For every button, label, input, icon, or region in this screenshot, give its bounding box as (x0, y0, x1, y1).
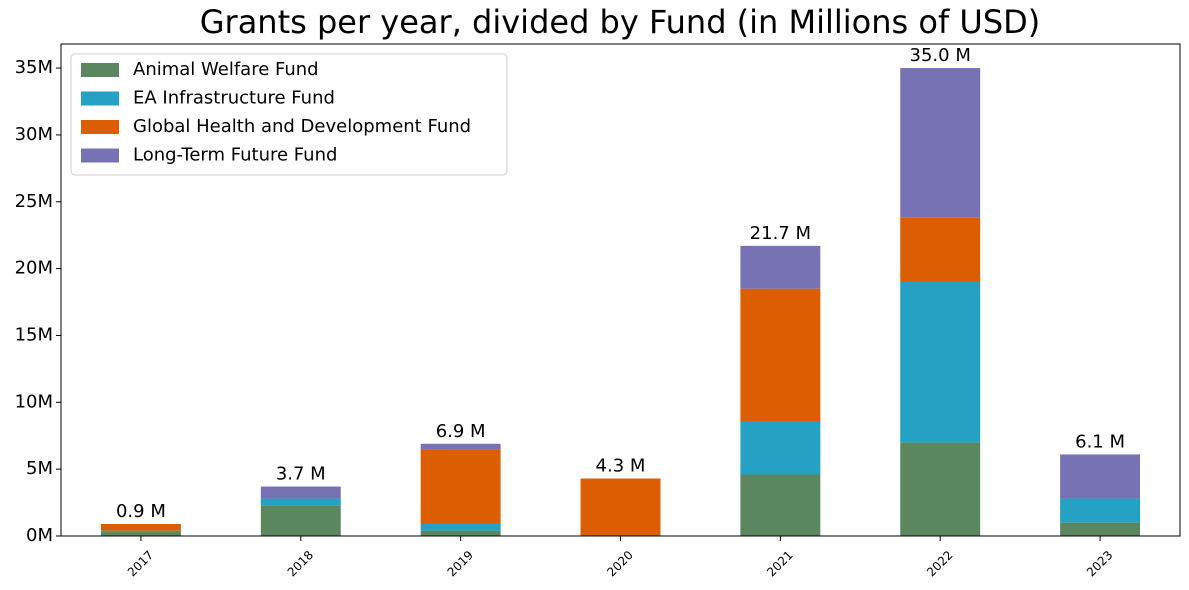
x-tick-group: 2020 (604, 548, 635, 579)
total-label: 3.7 M (276, 464, 326, 485)
bar-segment (260, 498, 341, 506)
legend-swatch (81, 91, 119, 106)
bar-segment (1060, 522, 1141, 536)
x-tick-group: 2022 (924, 548, 955, 579)
y-tick-label: 0M (26, 525, 53, 546)
bar-segment (260, 486, 341, 499)
y-tick-label: 10M (15, 391, 53, 412)
bar-segment (900, 68, 981, 218)
bar-segment (1060, 454, 1141, 499)
total-label: 21.7 M (750, 223, 811, 244)
y-tick-label: 25M (15, 191, 53, 212)
x-tick-label: 2019 (445, 548, 476, 579)
total-label: 4.3 M (596, 456, 646, 477)
y-tick-label: 5M (26, 458, 53, 479)
bar-segment (420, 523, 501, 531)
x-tick-group: 2023 (1084, 548, 1115, 579)
chart-title: Grants per year, divided by Fund (in Mil… (200, 3, 1041, 41)
legend-swatch (81, 120, 119, 134)
bar-segment (420, 449, 501, 524)
y-tick-label: 15M (15, 324, 53, 345)
bar-segment (740, 421, 821, 475)
x-tick-label: 2021 (764, 548, 795, 579)
bar-segment (740, 288, 821, 422)
x-tick-label: 2020 (604, 548, 635, 579)
x-tick-label: 2017 (125, 548, 156, 579)
bar-segment (100, 523, 181, 531)
x-tick-group: 2021 (764, 548, 795, 579)
bar-segment (900, 217, 981, 282)
x-tick-label: 2023 (1084, 548, 1115, 579)
legend-label: EA Infrastructure Fund (133, 88, 335, 109)
x-tick-group: 2018 (285, 548, 316, 579)
bar-segment (100, 531, 181, 536)
legend-label: Animal Welfare Fund (133, 59, 319, 80)
bar-segment (740, 245, 821, 289)
bar-segment (900, 281, 981, 443)
bar-segment (900, 442, 981, 536)
bar-segment (100, 530, 181, 532)
bar-segment (740, 474, 821, 536)
y-tick-label: 35M (15, 57, 53, 78)
bar-segment (420, 443, 501, 450)
total-label: 6.1 M (1075, 431, 1125, 452)
x-tick-label: 2018 (285, 548, 316, 579)
plot-frame (60, 43, 1181, 537)
y-tick-label: 20M (15, 258, 53, 279)
y-tick-label: 30M (15, 124, 53, 145)
legend-swatch (81, 63, 119, 77)
total-label: 0.9 M (116, 501, 166, 522)
x-tick-group: 2017 (125, 548, 156, 579)
bar-segment (1060, 498, 1141, 523)
bar-segment (260, 505, 341, 536)
bar-segment (420, 530, 501, 536)
total-label: 6.9 M (436, 421, 486, 442)
x-tick-group: 2019 (445, 548, 476, 579)
bar-segment (580, 478, 661, 536)
total-label: 35.0 M (910, 45, 971, 66)
legend-label: Global Health and Development Fund (133, 116, 471, 137)
x-tick-label: 2022 (924, 548, 955, 579)
legend-box (70, 53, 508, 176)
legend-swatch (81, 148, 119, 163)
legend-label: Long-Term Future Fund (133, 145, 337, 166)
